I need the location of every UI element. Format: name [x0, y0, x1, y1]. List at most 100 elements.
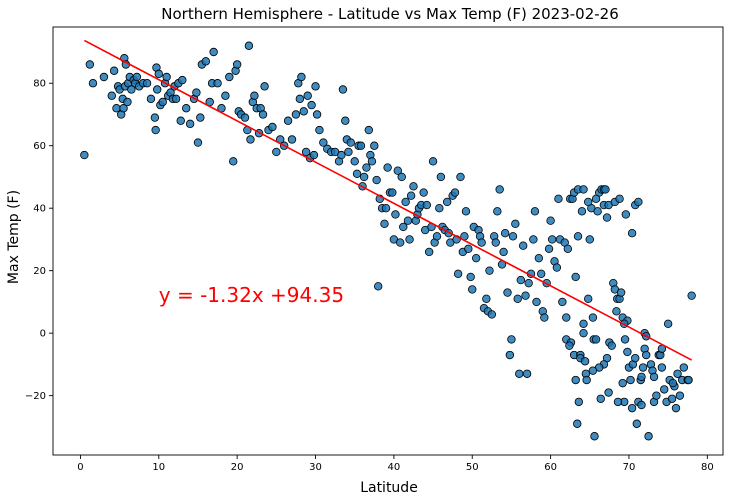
data-point	[607, 341, 616, 350]
data-point	[518, 241, 528, 250]
data-point	[422, 200, 431, 210]
data-point	[442, 197, 452, 207]
data-point	[516, 275, 526, 285]
data-point	[547, 235, 557, 244]
data-point	[176, 116, 185, 125]
data-point	[612, 307, 621, 316]
y-tick-label: 20	[33, 266, 46, 277]
data-point	[579, 328, 588, 338]
x-tick-label: 20	[231, 462, 244, 473]
data-point	[495, 185, 504, 194]
data-point	[623, 347, 632, 357]
data-point	[577, 207, 587, 216]
y-tick-label: 60	[33, 141, 46, 152]
data-point	[585, 235, 594, 244]
data-point	[562, 313, 571, 322]
data-point	[468, 285, 477, 294]
data-point	[107, 91, 116, 100]
data-point	[151, 125, 160, 135]
data-point	[453, 269, 463, 278]
data-point	[356, 141, 366, 150]
data-point	[225, 72, 234, 82]
regression-equation: y = -1.32x +94.35	[159, 283, 344, 307]
x-tick-label: 10	[152, 462, 165, 473]
data-point	[500, 228, 510, 238]
data-point	[574, 397, 584, 407]
data-point	[258, 110, 268, 119]
data-point	[638, 363, 648, 372]
data-point	[675, 391, 685, 400]
data-point	[604, 388, 613, 397]
data-point	[287, 135, 297, 144]
data-point	[99, 72, 109, 82]
data-point	[515, 369, 524, 378]
data-point	[272, 147, 281, 157]
data-point	[571, 272, 580, 282]
data-point	[652, 391, 661, 400]
data-point	[499, 247, 508, 257]
data-point	[582, 375, 591, 385]
data-point	[482, 294, 491, 303]
data-point	[503, 288, 512, 297]
data-point	[171, 94, 181, 104]
data-point	[616, 288, 626, 297]
data-point	[312, 110, 322, 119]
data-point	[660, 385, 669, 394]
y-tick-label: 0	[40, 329, 46, 340]
data-point	[477, 238, 486, 247]
data-point	[552, 263, 562, 272]
data-point	[372, 175, 381, 185]
data-point	[213, 79, 222, 88]
x-tick-label: 80	[701, 462, 714, 473]
data-point	[657, 363, 667, 372]
data-point	[667, 394, 677, 403]
data-point	[250, 91, 259, 100]
data-point	[299, 107, 308, 116]
data-point	[401, 197, 410, 207]
x-tick-label: 60	[544, 462, 557, 473]
data-point	[424, 247, 434, 257]
data-point	[464, 244, 473, 254]
data-point	[588, 366, 598, 375]
y-tick-label: 80	[33, 79, 46, 90]
data-point	[687, 291, 696, 300]
data-point	[507, 335, 516, 344]
data-point	[391, 210, 400, 219]
data-point	[529, 235, 538, 244]
data-point	[406, 191, 416, 200]
data-point	[88, 79, 98, 88]
data-point	[295, 94, 305, 104]
data-point	[428, 157, 438, 166]
data-point	[540, 313, 549, 322]
data-point	[85, 60, 95, 69]
data-point	[403, 216, 413, 225]
data-point	[350, 157, 359, 166]
regression-line	[83, 39, 693, 361]
data-point	[315, 125, 324, 135]
data-point	[383, 163, 392, 172]
data-point	[319, 138, 328, 147]
data-point	[565, 341, 574, 350]
y-tick-label: −20	[25, 391, 46, 402]
data-point	[456, 172, 465, 182]
data-point	[432, 232, 442, 241]
data-point	[201, 57, 211, 66]
data-point	[580, 357, 590, 366]
data-point	[590, 432, 599, 441]
data-point	[196, 113, 205, 122]
x-tick-label: 50	[466, 462, 479, 473]
x-tick-label: 30	[309, 462, 322, 473]
data-point	[485, 266, 494, 275]
data-point	[642, 350, 651, 360]
data-point	[419, 188, 428, 197]
data-point	[591, 194, 601, 204]
data-point	[505, 350, 515, 360]
data-point	[399, 222, 408, 232]
y-tick-label: 40	[33, 204, 46, 215]
data-point	[109, 66, 119, 75]
data-point	[338, 85, 348, 94]
data-point	[530, 207, 540, 216]
data-point	[602, 213, 612, 222]
data-point	[521, 291, 530, 300]
